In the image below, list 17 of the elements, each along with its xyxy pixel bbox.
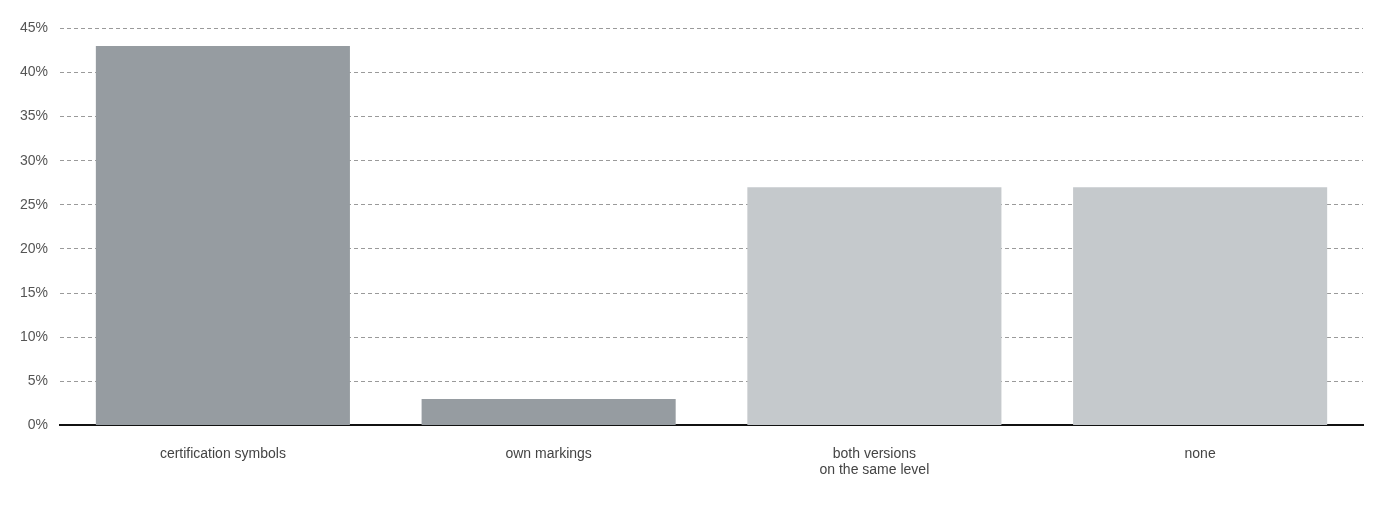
y-tick-label: 40% bbox=[19, 63, 49, 80]
y-tick-label: 10% bbox=[19, 328, 49, 345]
bar bbox=[421, 398, 676, 425]
y-tick-label: 35% bbox=[19, 107, 49, 124]
x-tick-label: both versions on the same level bbox=[819, 444, 930, 478]
bar bbox=[747, 187, 1002, 425]
x-tick-label: none bbox=[1184, 444, 1216, 461]
y-tick-label: 20% bbox=[19, 239, 49, 256]
y-tick-label: 30% bbox=[19, 151, 49, 168]
y-tick-label: 0% bbox=[27, 416, 49, 433]
y-tick-label: 5% bbox=[27, 372, 49, 389]
y-tick-label: 45% bbox=[19, 19, 49, 36]
y-tick-label: 15% bbox=[19, 283, 49, 300]
x-tick-label: certification symbols bbox=[159, 444, 286, 461]
x-tick-label: own markings bbox=[505, 444, 592, 461]
bar bbox=[1073, 187, 1328, 425]
y-tick-label: 25% bbox=[19, 195, 49, 212]
